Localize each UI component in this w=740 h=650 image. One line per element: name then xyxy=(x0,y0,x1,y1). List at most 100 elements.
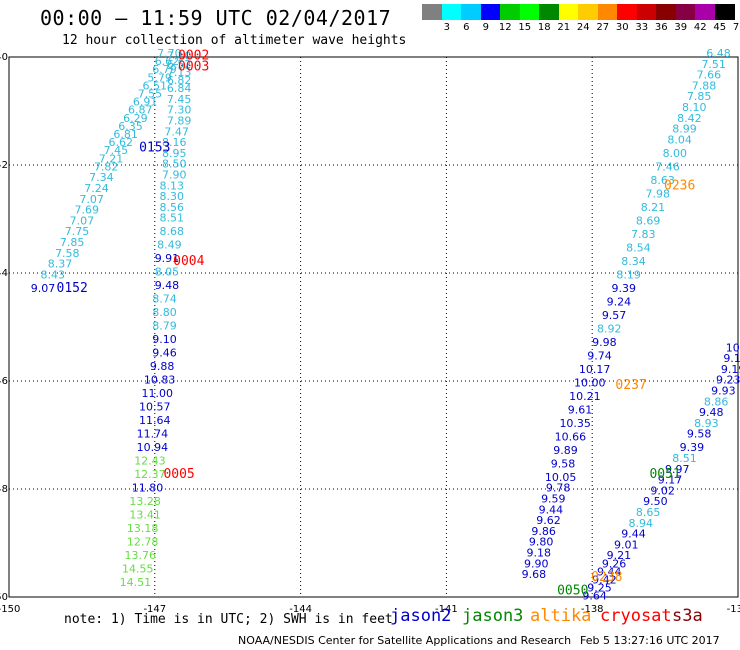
pass-time-label: 0005 xyxy=(163,467,194,482)
wave-height-value: 6.62 xyxy=(155,55,180,68)
wave-height-value: 8.37 xyxy=(48,258,73,271)
wave-height-value: 8.43 xyxy=(40,268,65,281)
wave-height-value: 6.62 xyxy=(109,136,134,149)
colorbar-label: 27 xyxy=(596,22,610,33)
colorbar-label: 3 xyxy=(443,22,450,33)
wave-height-value: 9.18 xyxy=(526,547,551,560)
lat-tick-label: -50 xyxy=(0,592,8,603)
wave-height-value: 9.68 xyxy=(522,568,547,581)
wave-height-value: 6.48 xyxy=(706,47,731,60)
wave-height-value: 9.89 xyxy=(553,444,578,457)
wave-height-value: 7.07 xyxy=(79,193,104,206)
wave-height-value: 7.66 xyxy=(697,69,722,82)
lat-tick-label: -46 xyxy=(0,376,8,387)
wave-height-value: 11.74 xyxy=(137,428,169,441)
wave-height-value: 9.90 xyxy=(524,557,549,570)
colorbar-label: 18 xyxy=(537,22,551,33)
timestamp-text: Feb 5 13:27:16 UTC 2017 xyxy=(580,634,720,647)
wave-height-value: 11.64 xyxy=(139,414,171,427)
page-title: 00:00 – 11:59 UTC 02/04/2017 xyxy=(40,6,392,30)
wave-height-value: 10.17 xyxy=(579,363,611,376)
wave-height-value: 9.48 xyxy=(699,406,724,419)
page-subtitle: 12 hour collection of altimeter wave hei… xyxy=(62,33,407,48)
wave-height-value: 7.13 xyxy=(167,66,192,79)
wave-height-value: 8.74 xyxy=(152,293,177,306)
lat-tick-label: -40 xyxy=(0,52,8,63)
lon-tick-label: -141 xyxy=(435,604,458,615)
pass-time-label: 0152 xyxy=(57,281,88,296)
wave-height-value: 9.50 xyxy=(643,495,668,508)
colorbar-swatch xyxy=(636,4,657,20)
wave-height-value: 9.25 xyxy=(587,582,612,595)
wave-height-value: 9.74 xyxy=(587,349,612,362)
colorbar-swatch xyxy=(558,4,579,20)
wave-height-value: 7.89 xyxy=(167,115,192,128)
wave-height-value: 8.50 xyxy=(162,158,187,171)
colorbar-swatch xyxy=(422,4,442,20)
lon-tick-label: -138 xyxy=(581,604,604,615)
wave-height-value: 9.57 xyxy=(602,309,627,322)
colorbar-label: 6 xyxy=(463,22,470,33)
wave-height-value: 9.42 xyxy=(592,574,617,587)
wave-height-value: 10.0 xyxy=(726,341,740,354)
wave-height-value: 8.99 xyxy=(672,123,697,136)
lat-tick-label: -44 xyxy=(0,268,8,279)
wave-height-value: 9.59 xyxy=(541,493,566,506)
wave-height-value: 7.10 xyxy=(167,50,192,63)
wave-height-value: 6.79 xyxy=(152,63,177,76)
satellite-legend-item: jason2 xyxy=(390,606,452,626)
wave-height-value: 8.93 xyxy=(694,417,719,430)
wave-height-value: 7.21 xyxy=(99,152,124,165)
wave-height-value: 9.10 xyxy=(152,333,177,346)
wave-height-value: 9.21 xyxy=(607,549,632,562)
satellite-legend-item: s3a xyxy=(672,606,703,626)
wave-height-value: 11.80 xyxy=(132,482,164,495)
wave-height-value: 9.78 xyxy=(546,482,571,495)
pass-time-label: 0004 xyxy=(173,254,204,269)
wave-height-value: 7.88 xyxy=(692,79,717,92)
wave-height-value: 9.97 xyxy=(665,463,690,476)
wave-height-value: 12.37 xyxy=(134,468,166,481)
wave-height-value: 6.91 xyxy=(133,96,158,109)
wave-height-value: 9.39 xyxy=(680,441,705,454)
colorbar-label: 70 xyxy=(732,22,740,33)
wave-height-value: 8.51 xyxy=(672,452,697,465)
colorbar-swatch xyxy=(461,4,481,20)
wave-height-value: 10.05 xyxy=(545,471,577,484)
colorbar-label: 15 xyxy=(518,22,532,33)
colorbar-swatch xyxy=(695,4,715,20)
colorbar-label: 21 xyxy=(557,22,571,33)
wave-height-value: 10.94 xyxy=(137,441,169,454)
lon-tick-label: -147 xyxy=(143,604,166,615)
wave-height-value: 7.98 xyxy=(646,187,671,200)
wave-height-value: 14.51 xyxy=(120,576,152,589)
map-frame xyxy=(8,56,739,598)
wave-height-value: 10.83 xyxy=(144,374,176,387)
colorbar-label: 30 xyxy=(615,22,629,33)
wave-height-value: 8.51 xyxy=(160,212,185,225)
wave-height-value: 6.35 xyxy=(118,120,143,133)
wave-height-value: 10.57 xyxy=(139,401,171,414)
colorbar-label: 9 xyxy=(482,22,489,33)
wave-height-value: 6.84 xyxy=(167,82,192,95)
wave-height-value: 9.39 xyxy=(612,282,637,295)
wave-height-value: 11.00 xyxy=(141,387,173,400)
wave-height-value: 8.05 xyxy=(155,266,180,279)
colorbar-swatch xyxy=(714,4,735,20)
wave-height-value: 8.21 xyxy=(641,201,666,214)
wave-height-value: 10.00 xyxy=(574,376,606,389)
wave-height-value: 7.47 xyxy=(164,125,189,138)
wave-height-value: 13.18 xyxy=(127,522,159,535)
colorbar-label: 42 xyxy=(693,22,707,33)
wave-height-value: 9.62 xyxy=(536,514,561,527)
colorbar-swatch xyxy=(578,4,598,20)
wave-height-value: 7.70 xyxy=(157,47,182,60)
wave-height-value: 7.82 xyxy=(94,160,119,173)
wave-height-value: 7.24 xyxy=(84,182,109,195)
wave-height-value: 9.23 xyxy=(716,374,740,387)
footnote: note: 1) Time is in UTC; 2) SWH is in fe… xyxy=(64,612,393,627)
wave-height-value: 9.01 xyxy=(614,538,639,551)
pass-time-label: 0003 xyxy=(178,60,209,75)
